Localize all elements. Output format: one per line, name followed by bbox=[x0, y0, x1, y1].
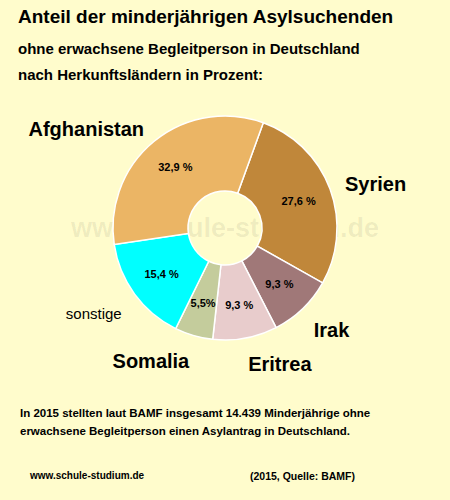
svg-text:27,6 %: 27,6 % bbox=[281, 195, 315, 207]
svg-text:32,9 %: 32,9 % bbox=[158, 161, 192, 173]
svg-text:15,4 %: 15,4 % bbox=[144, 268, 178, 280]
svg-text:Eritrea: Eritrea bbox=[248, 353, 312, 375]
svg-text:9,3 %: 9,3 % bbox=[265, 278, 293, 290]
html-text:(2015, Quelle: BAMF): (2015, Quelle: BAMF) bbox=[250, 470, 355, 482]
html-text:ohne erwachsene Begleitperson: ohne erwachsene Begleitperson in Deutsch… bbox=[18, 40, 360, 83]
svg-text:9,3 %: 9,3 % bbox=[225, 299, 253, 311]
svg-text:sonstige: sonstige bbox=[66, 305, 122, 322]
html-text:www.schule-studium.de: www.schule-studium.de bbox=[30, 470, 145, 481]
svg-text:5,5%: 5,5% bbox=[191, 297, 216, 309]
html-text:In 2015 stellten laut BAMF ins: In 2015 stellten laut BAMF insgesamt 14.… bbox=[20, 407, 371, 437]
html-text:Anteil der minderjährigen Asyl: Anteil der minderjährigen Asylsuchenden bbox=[18, 6, 394, 27]
svg-text:Somalia: Somalia bbox=[113, 350, 191, 372]
svg-text:Irak: Irak bbox=[314, 319, 350, 341]
svg-text:Syrien: Syrien bbox=[345, 173, 406, 195]
svg-text:Afghanistan: Afghanistan bbox=[29, 118, 145, 140]
